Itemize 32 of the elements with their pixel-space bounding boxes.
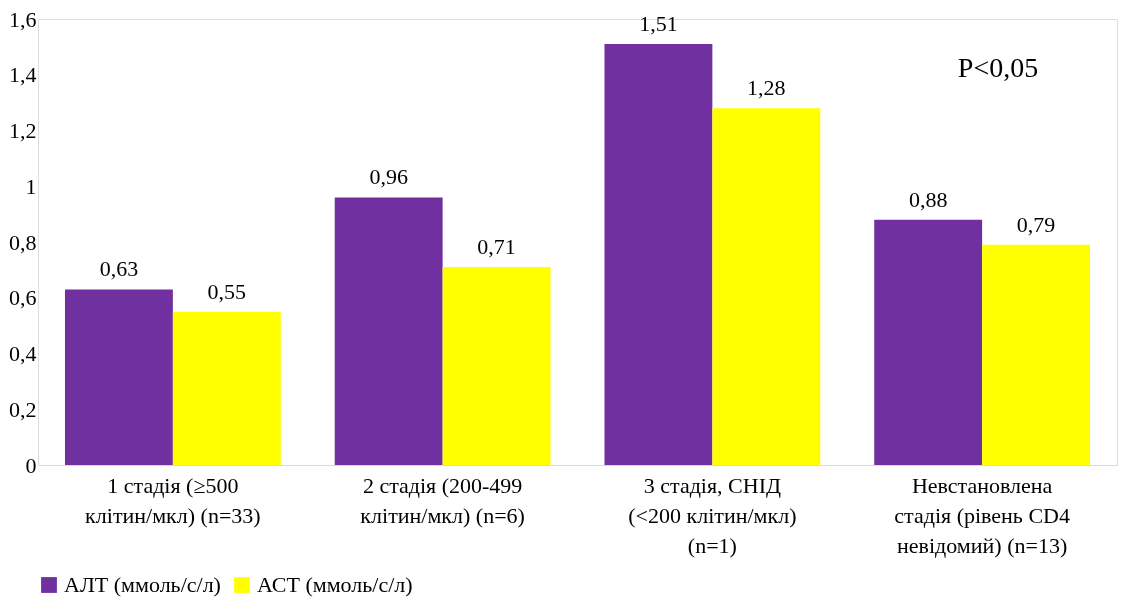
- y-tick-label: 0,6: [9, 285, 37, 311]
- y-tick-label: 0,2: [9, 396, 37, 422]
- y-tick-label: 0,4: [9, 341, 37, 366]
- bar: [172, 311, 281, 465]
- x-tick-label: Невстановлена стадія (рівень CD4 невідомий) (n=13): [894, 472, 1070, 558]
- data-label: 0,96: [369, 164, 408, 190]
- y-tick-label: 1,6: [9, 6, 37, 32]
- y-tick-label: 0: [25, 452, 37, 478]
- data-label: 0,88: [908, 186, 948, 212]
- bar: [604, 44, 713, 465]
- bar: [442, 267, 551, 465]
- data-label: 0,79: [1016, 211, 1056, 237]
- data-label: 0,63: [99, 256, 139, 282]
- data-label: 1,28: [747, 75, 786, 101]
- data-label: 0,55: [207, 278, 247, 304]
- data-label: 1,51: [639, 11, 678, 37]
- x-tick-label: 2 стадія (200-499 клітин/мкл) (n=6): [360, 472, 525, 528]
- bar: [64, 289, 173, 465]
- legend-label: АСТ (ммоль/с/л): [257, 572, 413, 597]
- legend-label: АЛТ (ммоль/с/л): [64, 572, 221, 597]
- bar: [334, 197, 443, 465]
- y-tick-label: 0,8: [9, 229, 37, 255]
- x-tick-label: 3 стадія, СНІД (<200 клітин/мкл) (n=1): [628, 472, 797, 558]
- data-label: 0,71: [477, 234, 516, 260]
- y-tick-label: 1: [25, 173, 37, 199]
- bar: [874, 219, 983, 465]
- bar: [982, 244, 1091, 465]
- x-tick-label: 1 стадія (≥500 клітин/мкл) (n=33): [85, 472, 261, 528]
- bar: [712, 108, 821, 465]
- y-tick-label: 1,2: [9, 118, 37, 143]
- y-tick-label: 1,4: [9, 62, 37, 88]
- annotation: P<0,05: [957, 52, 1039, 83]
